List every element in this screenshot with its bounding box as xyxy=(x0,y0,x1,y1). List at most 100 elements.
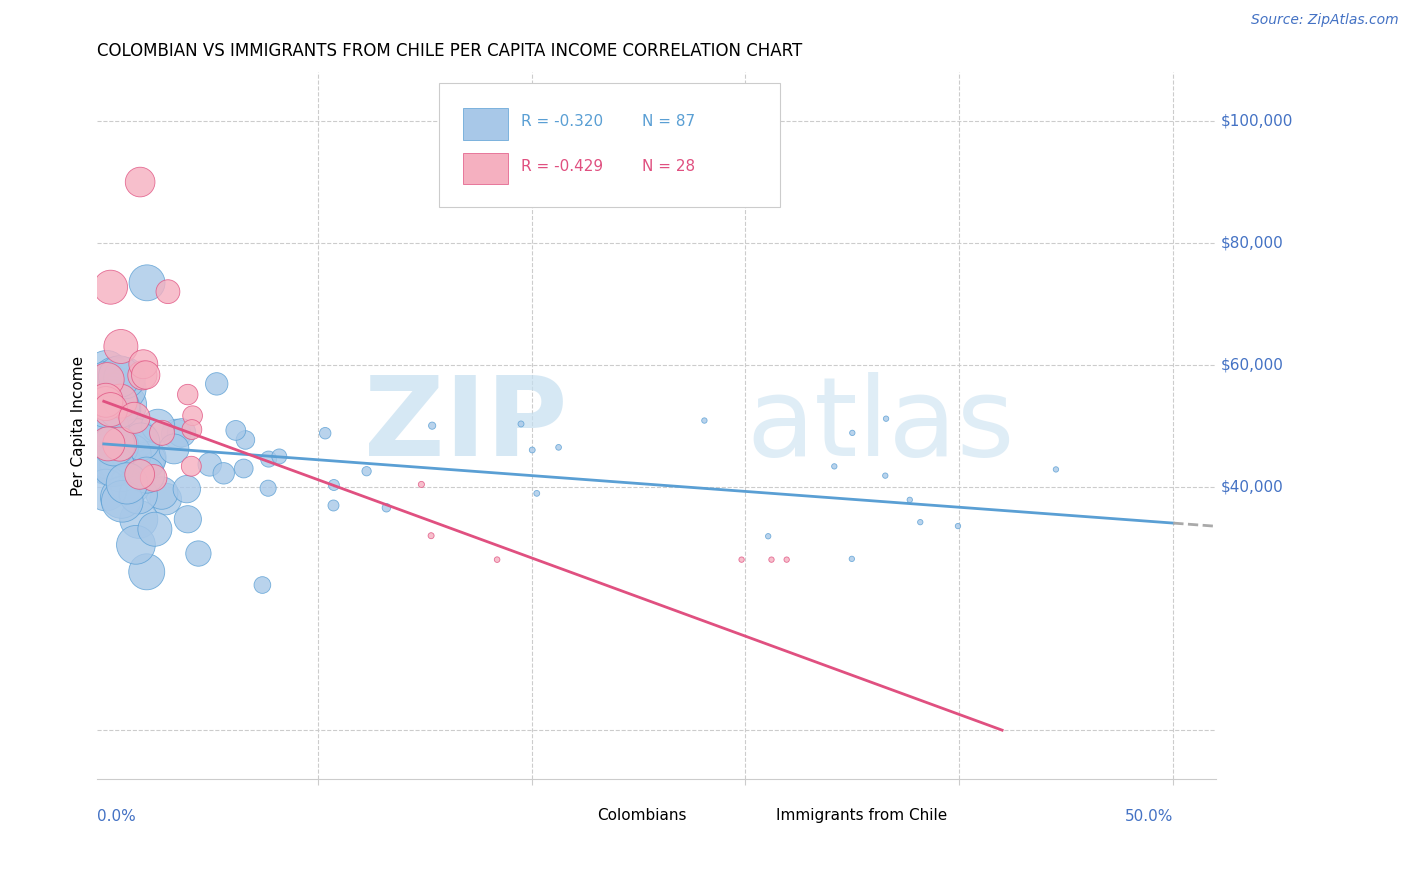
Point xyxy=(94,396,117,410)
Point xyxy=(94,404,117,418)
Point xyxy=(135,455,157,469)
Point xyxy=(115,476,138,491)
Point xyxy=(198,458,221,472)
Point xyxy=(510,417,533,431)
Point xyxy=(841,425,863,440)
Point xyxy=(110,458,132,472)
Point xyxy=(136,450,159,465)
Point xyxy=(156,285,179,299)
Point xyxy=(946,519,969,533)
Point xyxy=(257,481,280,495)
Point xyxy=(136,452,159,467)
Point xyxy=(235,433,257,447)
Point xyxy=(150,486,173,500)
Point xyxy=(104,387,127,401)
Point xyxy=(103,371,125,385)
Point xyxy=(111,494,134,508)
Point xyxy=(165,426,187,441)
FancyBboxPatch shape xyxy=(561,804,586,829)
Point xyxy=(110,464,132,478)
Point xyxy=(150,425,173,440)
Text: $100,000: $100,000 xyxy=(1220,113,1292,128)
Point xyxy=(314,426,336,441)
Point xyxy=(129,175,152,189)
Point xyxy=(875,468,897,483)
Point xyxy=(823,459,845,474)
Point xyxy=(108,401,131,416)
Text: R = -0.320: R = -0.320 xyxy=(522,114,603,129)
Text: $80,000: $80,000 xyxy=(1220,235,1284,251)
Point xyxy=(96,373,118,387)
Point xyxy=(129,434,152,449)
Point xyxy=(108,437,131,451)
Text: 0.0%: 0.0% xyxy=(97,809,136,824)
Point xyxy=(143,522,166,536)
Text: R = -0.429: R = -0.429 xyxy=(522,159,603,174)
Point xyxy=(107,401,129,415)
Point xyxy=(108,369,131,384)
Point xyxy=(232,461,254,475)
Point xyxy=(107,439,129,453)
Text: Source: ZipAtlas.com: Source: ZipAtlas.com xyxy=(1251,13,1399,28)
Point xyxy=(114,382,136,396)
Point xyxy=(100,390,122,404)
Point xyxy=(98,426,121,441)
Point xyxy=(155,491,177,506)
Point xyxy=(170,425,193,440)
Point xyxy=(127,488,149,502)
Text: $40,000: $40,000 xyxy=(1220,479,1284,494)
Point xyxy=(121,426,143,441)
Point xyxy=(94,483,117,497)
FancyBboxPatch shape xyxy=(463,153,508,184)
Point xyxy=(756,529,779,543)
Point xyxy=(526,486,548,500)
Text: N = 28: N = 28 xyxy=(643,159,696,174)
Point xyxy=(135,368,157,382)
Point xyxy=(124,410,146,425)
Point xyxy=(110,394,132,409)
Point xyxy=(97,437,120,451)
Point xyxy=(131,368,153,383)
Point xyxy=(761,552,783,566)
Point xyxy=(1045,462,1067,476)
Point xyxy=(108,414,131,428)
Point xyxy=(128,467,150,482)
Point xyxy=(135,565,157,579)
Point xyxy=(547,441,569,455)
Text: COLOMBIAN VS IMMIGRANTS FROM CHILE PER CAPITA INCOME CORRELATION CHART: COLOMBIAN VS IMMIGRANTS FROM CHILE PER C… xyxy=(97,42,803,60)
Point xyxy=(205,376,228,391)
Text: ZIP: ZIP xyxy=(364,372,567,479)
Point xyxy=(100,458,122,473)
Point xyxy=(100,280,122,294)
Point xyxy=(120,477,142,491)
Point xyxy=(322,478,344,492)
Y-axis label: Per Capita Income: Per Capita Income xyxy=(72,356,86,496)
Point xyxy=(114,371,136,385)
Point xyxy=(163,442,186,456)
FancyBboxPatch shape xyxy=(741,804,765,829)
Point xyxy=(96,364,118,378)
Point xyxy=(180,459,202,474)
Text: $60,000: $60,000 xyxy=(1220,358,1284,372)
Point xyxy=(898,492,921,507)
Point xyxy=(420,529,443,543)
Point xyxy=(693,413,716,427)
Point xyxy=(135,468,157,483)
Point xyxy=(127,431,149,445)
Point xyxy=(225,424,247,438)
Text: Colombians: Colombians xyxy=(598,808,688,823)
Point xyxy=(146,418,169,433)
Point xyxy=(103,458,125,473)
Point xyxy=(110,491,132,505)
Point xyxy=(375,500,398,515)
Point xyxy=(103,438,125,452)
Point xyxy=(120,447,142,461)
Point xyxy=(136,276,159,290)
Point xyxy=(94,400,117,414)
Point xyxy=(128,512,150,526)
Point xyxy=(212,467,235,481)
Text: 50.0%: 50.0% xyxy=(1125,809,1173,824)
Point xyxy=(187,547,209,561)
Point xyxy=(181,409,204,423)
Point xyxy=(97,420,120,434)
